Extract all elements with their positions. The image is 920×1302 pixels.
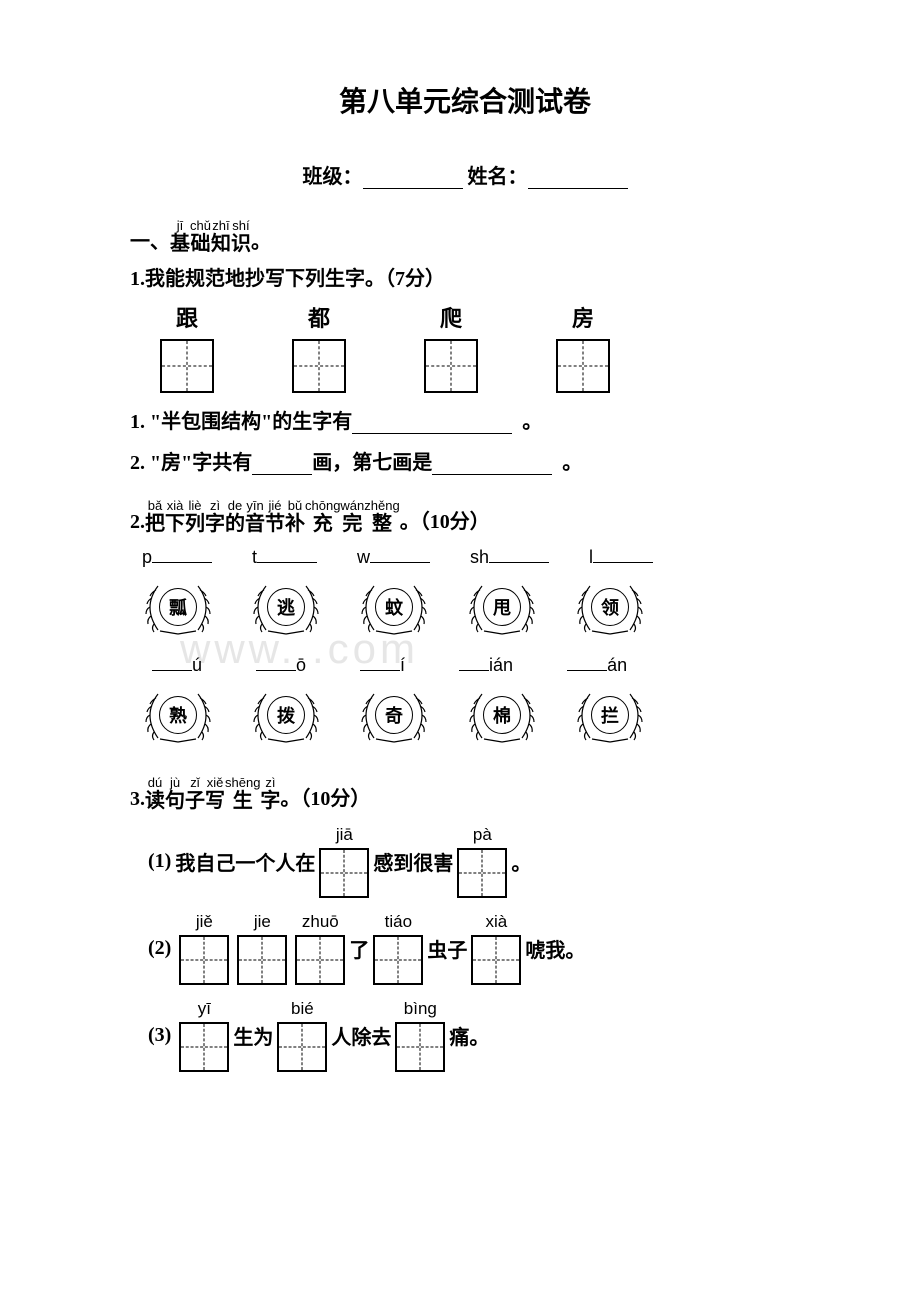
q2-pinyin-row2: ú ō í ián án (152, 652, 800, 676)
class-blank (363, 168, 463, 189)
tianzige-box (160, 339, 214, 393)
class-label: 班级： (303, 166, 363, 188)
tian-with-pinyin: yī (175, 999, 233, 1072)
tian-with-pinyin: tiáo (369, 912, 427, 985)
name-blank (528, 168, 628, 189)
tian-with-pinyin: jiā (315, 825, 373, 898)
q3-prefix: 3. (130, 788, 145, 810)
char-col: 爬 (424, 301, 478, 393)
wreath-icon: 瓢 (138, 576, 218, 638)
q1-sub1: 1. "半包围结构"的生字有 。 (130, 405, 800, 434)
char-col: 跟 (160, 301, 214, 393)
wreath-icon: 拨 (246, 684, 326, 746)
wreath-icon: 甩 (462, 576, 542, 638)
tian-with-pinyin: jiě (175, 912, 233, 985)
tianzige-box (237, 935, 287, 985)
tianzige-box (319, 848, 369, 898)
q2-prefix: 2. (130, 511, 145, 533)
tianzige-box (373, 935, 423, 985)
q1-char-row: 跟 都 爬 房 (160, 301, 800, 393)
wreath-icon: 棉 (462, 684, 542, 746)
wreath-icon: 逃 (246, 576, 326, 638)
subtitle-row: 班级： 姓名： (130, 160, 800, 189)
tian-with-pinyin: jie (233, 912, 291, 985)
section-1-prefix: 一、 (130, 231, 170, 253)
char-col: 房 (556, 301, 610, 393)
q3-sent2: (2) jiě jie zhuō 了 tiáo 虫子 xià 唬我。 (148, 912, 800, 985)
tianzige-box (292, 339, 346, 393)
tianzige-box (424, 339, 478, 393)
section-1-suffix: 。 (251, 231, 271, 253)
tianzige-box (457, 848, 507, 898)
q1-sub2: 2. "房"字共有画，第七画是 。 (130, 446, 800, 475)
q3-header: 3. dú读 jù句 zǐ子 xiě写 shēng生 zì字 。（10分） (130, 776, 800, 811)
tianzige-box (179, 935, 229, 985)
wreath-icon: 奇 (354, 684, 434, 746)
section-1-ruby: jī基 chǔ础 zhī知 shí识 (170, 219, 251, 254)
q2-ruby: bǎ把 xià下 liè列 zì字 de的 yīn音 jié节 bǔ补 chōn… (145, 499, 400, 534)
blank (432, 456, 552, 475)
q3-ruby: dú读 jù句 zǐ子 xiě写 shēng生 zì字 (145, 776, 280, 811)
q2-wreath-row2: 熟 拨 奇 棉 拦 (138, 684, 800, 746)
tianzige-box (277, 1022, 327, 1072)
page-title: 第八单元综合测试卷 (130, 80, 800, 120)
tianzige-box (471, 935, 521, 985)
wreath-icon: 熟 (138, 684, 218, 746)
tianzige-box (556, 339, 610, 393)
char-col: 都 (292, 301, 346, 393)
q2-suffix: 。（10分） (400, 511, 490, 533)
q3-sent1: (1) 我自己一个人在 jiā 感到很害 pà 。 (148, 825, 800, 898)
blank (252, 456, 312, 475)
tian-with-pinyin: zhuō (291, 912, 349, 985)
wreath-icon: 领 (570, 576, 650, 638)
tian-with-pinyin: bìng (391, 999, 449, 1072)
q3-suffix: 。（10分） (280, 788, 370, 810)
tianzige-box (295, 935, 345, 985)
tian-with-pinyin: xià (467, 912, 525, 985)
q2-wreath-row1: 瓢 逃 蚊 甩 领 (138, 576, 800, 638)
q1-text: 1.我能规范地抄写下列生字。（7分） (130, 262, 800, 291)
section-1-header: 一、 jī基 chǔ础 zhī知 shí识 。 (130, 219, 800, 254)
wreath-icon: 蚊 (354, 576, 434, 638)
q3-sent3: (3) yī 生为 bié 人除去 bìng 痛。 (148, 999, 800, 1072)
name-label: 姓名： (468, 166, 528, 188)
q2-pinyin-row1: p t w sh l (142, 544, 800, 568)
tian-with-pinyin: pà (453, 825, 511, 898)
wreath-icon: 拦 (570, 684, 650, 746)
tianzige-box (395, 1022, 445, 1072)
q2-header: 2. bǎ把 xià下 liè列 zì字 de的 yīn音 jié节 bǔ补 c… (130, 499, 800, 534)
tianzige-box (179, 1022, 229, 1072)
blank (352, 415, 512, 434)
tian-with-pinyin: bié (273, 999, 331, 1072)
